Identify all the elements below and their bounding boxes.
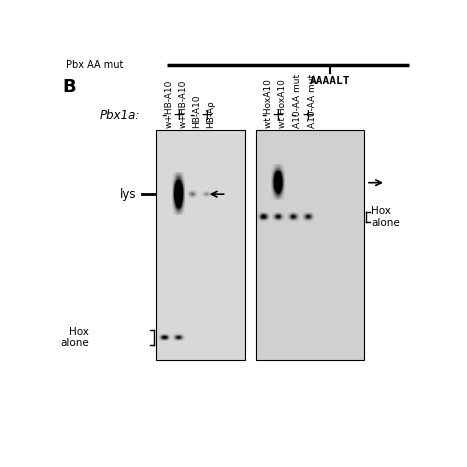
Text: +: + <box>200 108 213 123</box>
Text: HB-A10: HB-A10 <box>192 94 201 128</box>
Text: -: - <box>190 108 195 123</box>
Text: A10-AA mut: A10-AA mut <box>308 74 317 128</box>
Bar <box>156 130 245 360</box>
Text: Pbx1a:: Pbx1a: <box>100 109 141 122</box>
Text: w+HB-A10: w+HB-A10 <box>164 79 173 128</box>
Text: w+HB-A10: w+HB-A10 <box>178 79 188 128</box>
Text: -: - <box>162 108 167 123</box>
Text: AAAALT: AAAALT <box>310 76 350 86</box>
Text: lys: lys <box>120 188 136 201</box>
Text: Hox
alone: Hox alone <box>371 206 400 227</box>
Text: B: B <box>62 78 76 96</box>
Text: +: + <box>172 108 185 123</box>
Text: wt HoxA10: wt HoxA10 <box>278 79 287 128</box>
Text: +: + <box>302 108 314 123</box>
Text: -: - <box>261 108 266 123</box>
Text: +: + <box>272 108 284 123</box>
Text: Hox
alone: Hox alone <box>60 327 89 348</box>
Text: wt HoxA10: wt HoxA10 <box>263 79 273 128</box>
Text: -: - <box>290 108 296 123</box>
Text: Pbx AA mut: Pbx AA mut <box>65 60 123 70</box>
Text: A10-AA mut: A10-AA mut <box>293 74 302 128</box>
Text: HB-Aρ: HB-Aρ <box>206 100 215 128</box>
Bar <box>255 130 364 360</box>
